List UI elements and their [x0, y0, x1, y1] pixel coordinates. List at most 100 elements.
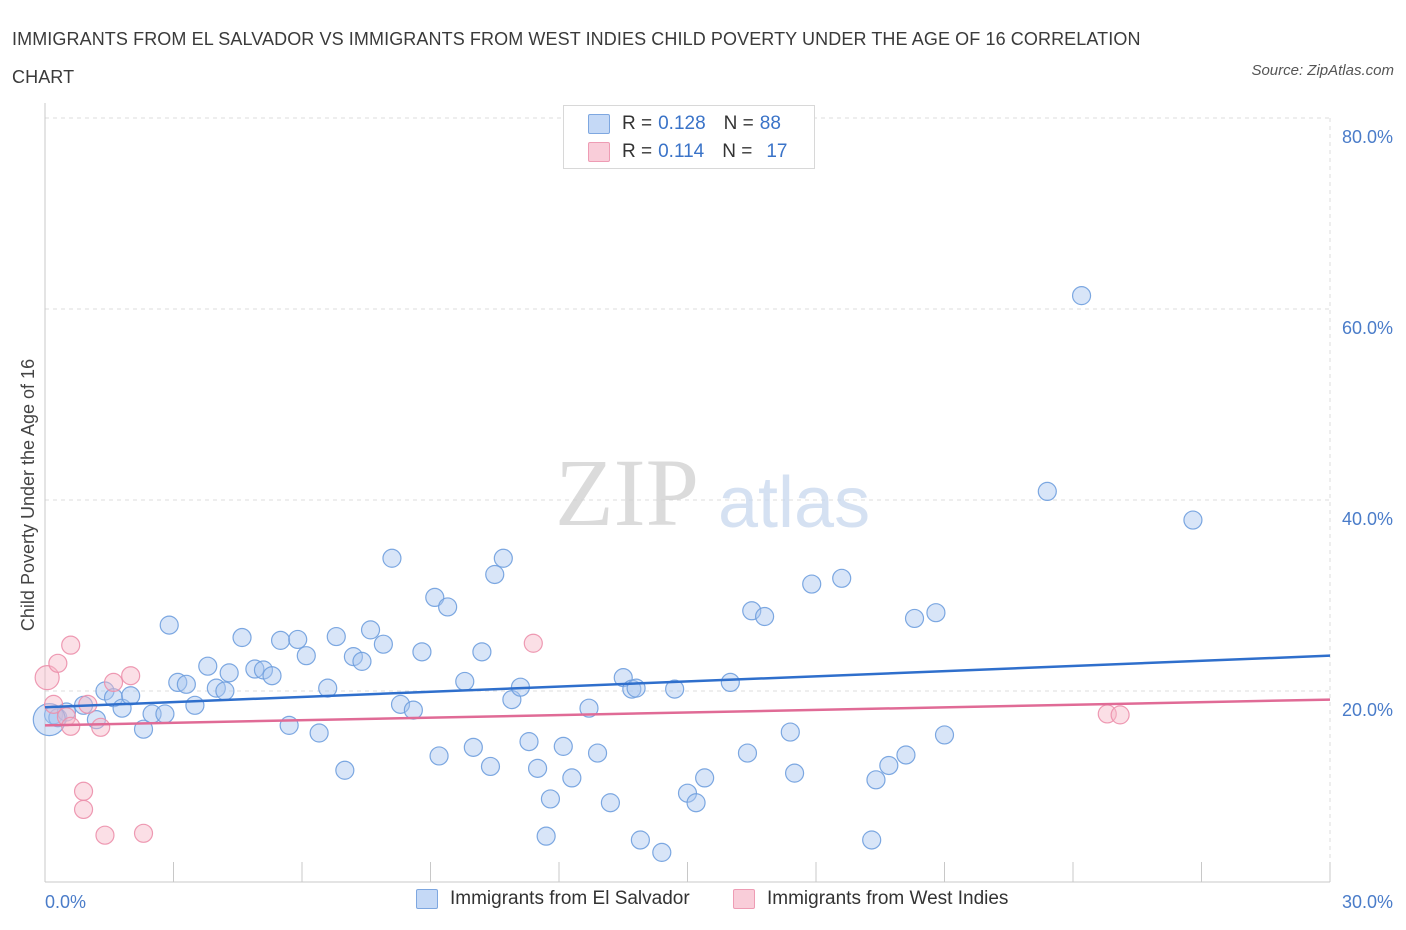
y-tick-label: 20.0%	[1342, 700, 1393, 720]
point-el-salvador	[493, 548, 513, 568]
point-el-salvador	[463, 737, 483, 757]
point-el-salvador	[695, 768, 715, 788]
point-west-indies	[523, 633, 543, 653]
point-el-salvador	[335, 760, 355, 780]
legend-r-value: 0.128	[658, 113, 706, 134]
point-el-salvador	[934, 725, 955, 745]
point-el-salvador	[438, 597, 458, 617]
y-tick-label: 80.0%	[1342, 127, 1393, 147]
point-west-indies	[1110, 705, 1130, 725]
legend-n-value: 17	[766, 141, 788, 162]
point-el-salvador	[296, 646, 316, 666]
point-el-salvador	[926, 603, 946, 623]
point-el-salvador	[121, 686, 141, 706]
y-tick-label: 60.0%	[1342, 318, 1393, 338]
point-west-indies	[103, 672, 124, 693]
point-el-salvador	[485, 564, 505, 585]
point-el-salvador	[159, 615, 179, 635]
point-el-salvador	[472, 642, 492, 662]
point-el-salvador	[553, 736, 573, 756]
point-el-salvador	[780, 722, 800, 742]
point-el-salvador	[540, 789, 561, 809]
point-el-salvador	[176, 674, 196, 694]
trend-line-el-salvador	[44, 654, 1331, 709]
point-el-salvador	[360, 620, 381, 640]
point-el-salvador	[626, 678, 646, 698]
points-layer	[32, 286, 1203, 862]
point-west-indies	[95, 825, 115, 845]
point-el-salvador	[455, 671, 475, 692]
point-el-salvador	[630, 830, 650, 850]
point-el-salvador	[429, 746, 449, 766]
point-el-salvador	[862, 830, 882, 850]
point-el-salvador	[720, 672, 740, 693]
point-el-salvador	[832, 568, 852, 588]
legend-top: R = 0.128 N = 88 R = 0.114 N = 17	[563, 105, 815, 169]
point-el-salvador	[600, 793, 621, 813]
point-el-salvador	[1183, 510, 1203, 530]
point-el-salvador	[784, 763, 805, 783]
point-west-indies	[48, 653, 68, 673]
point-el-salvador	[562, 768, 582, 788]
point-el-salvador	[326, 626, 346, 647]
point-el-salvador	[802, 574, 822, 594]
point-el-salvador	[270, 630, 291, 650]
x-tick-label: 30.0%	[1342, 892, 1393, 912]
point-el-salvador	[198, 656, 218, 676]
point-el-salvador	[155, 704, 175, 724]
point-west-indies	[73, 799, 94, 820]
legend-n-label: N =	[723, 113, 754, 134]
point-el-salvador	[425, 587, 445, 608]
point-el-salvador	[403, 700, 423, 720]
point-el-salvador	[665, 679, 685, 699]
legend-swatch-el-salvador	[588, 114, 610, 134]
point-west-indies	[91, 717, 111, 737]
trend-layer	[44, 654, 1331, 727]
x-tick-label: 0.0%	[45, 892, 86, 912]
legend-r-label: R =	[622, 141, 653, 162]
chart-title: IMMIGRANTS FROM EL SALVADOR VS IMMIGRANT…	[12, 29, 1141, 87]
point-el-salvador	[1037, 481, 1057, 502]
watermark-atlas: atlas	[718, 463, 870, 543]
legend-top-row-2: R = 0.114 N = 17	[588, 139, 788, 165]
point-el-salvador	[185, 695, 205, 715]
legend-item-el-salvador: Immigrants from El Salvador	[416, 888, 690, 910]
point-el-salvador	[279, 715, 299, 735]
y-tick-label: 40.0%	[1342, 509, 1393, 529]
point-el-salvador	[288, 629, 308, 650]
point-el-salvador	[480, 756, 501, 777]
axis-layer: 20.0% 40.0% 60.0% 80.0% 0.0% 30.0%	[44, 103, 1393, 912]
legend-r-value: 0.114	[658, 141, 705, 162]
y-axis-label: Child Poverty Under the Age of 16	[18, 359, 38, 631]
point-el-salvador	[527, 758, 548, 778]
watermark-zip: ZIP	[555, 439, 699, 546]
point-el-salvador	[412, 642, 432, 662]
legend-bottom: Immigrants from El Salvador Immigrants f…	[0, 888, 1406, 916]
point-el-salvador	[382, 548, 402, 568]
legend-n-label: N =	[722, 141, 753, 162]
legend-label-west-indies: Immigrants from West Indies	[767, 888, 1009, 909]
point-west-indies	[73, 781, 94, 801]
point-west-indies	[121, 666, 141, 686]
point-west-indies	[133, 823, 154, 843]
point-el-salvador	[587, 743, 608, 763]
point-el-salvador	[896, 745, 916, 765]
legend-label-el-salvador: Immigrants from El Salvador	[450, 888, 690, 909]
point-el-salvador	[536, 826, 556, 846]
point-el-salvador	[232, 627, 252, 648]
point-el-salvador	[215, 681, 235, 701]
legend-top-row-1: R = 0.128 N = 88	[588, 111, 781, 137]
legend-swatch-west-indies	[733, 889, 755, 909]
legend-swatch-west-indies	[588, 142, 610, 162]
point-el-salvador	[754, 606, 775, 627]
point-el-salvador	[652, 842, 672, 862]
point-el-salvador	[262, 666, 282, 686]
point-el-salvador	[519, 732, 539, 752]
point-el-salvador	[904, 608, 925, 629]
point-el-salvador	[686, 793, 706, 813]
trend-line-west-indies	[44, 698, 1331, 727]
legend-item-west-indies: Immigrants from West Indies	[733, 888, 1008, 910]
point-west-indies	[61, 635, 81, 655]
legend-r-label: R =	[622, 113, 653, 134]
point-el-salvador	[737, 743, 758, 763]
